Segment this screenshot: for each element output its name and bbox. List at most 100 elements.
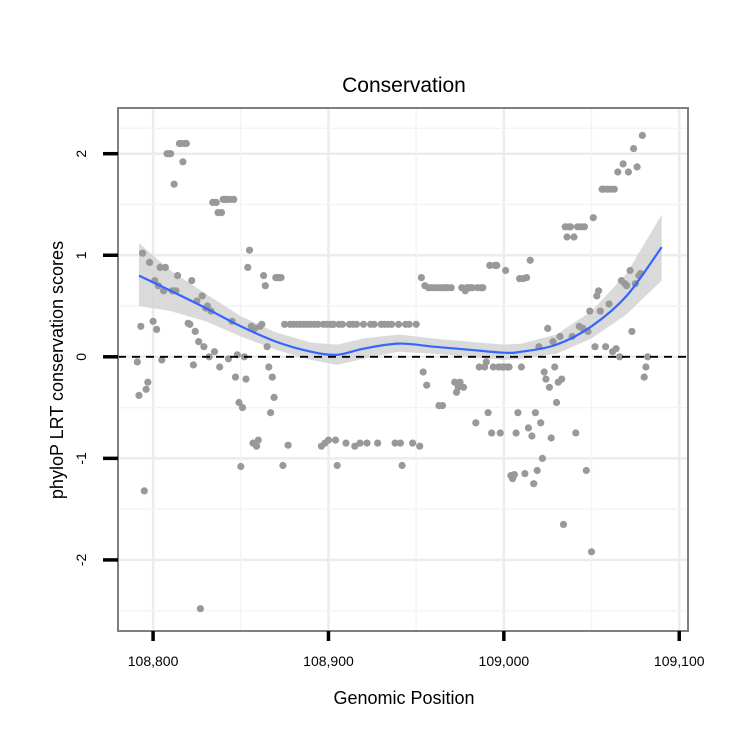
data-point bbox=[198, 292, 206, 300]
data-point bbox=[363, 439, 371, 447]
data-point bbox=[210, 348, 219, 356]
data-point bbox=[447, 284, 455, 292]
y-axis: -2 -1 0 1 2 bbox=[73, 150, 118, 566]
data-point bbox=[245, 246, 254, 254]
data-point bbox=[533, 466, 541, 475]
x-axis: 108,800 108,900 109,000 109,100 bbox=[128, 631, 705, 669]
data-point bbox=[253, 442, 261, 450]
data-point bbox=[356, 439, 364, 447]
data-point bbox=[359, 320, 368, 328]
data-point bbox=[482, 358, 490, 366]
data-point bbox=[260, 272, 268, 280]
data-point bbox=[547, 434, 555, 442]
data-point bbox=[531, 409, 540, 417]
data-point bbox=[261, 282, 269, 290]
data-point bbox=[475, 363, 483, 371]
data-point bbox=[489, 363, 497, 371]
data-point bbox=[174, 272, 182, 280]
data-point bbox=[614, 168, 622, 176]
data-point bbox=[156, 263, 164, 271]
data-point bbox=[596, 307, 604, 315]
data-point bbox=[179, 158, 187, 166]
y-tick-label: -1 bbox=[73, 452, 89, 465]
data-point bbox=[267, 409, 275, 417]
data-point bbox=[388, 320, 396, 328]
data-point bbox=[423, 381, 431, 389]
data-point bbox=[523, 274, 531, 282]
data-point bbox=[623, 282, 631, 290]
data-point bbox=[456, 378, 464, 386]
grid bbox=[118, 108, 688, 631]
confidence-band-layer bbox=[139, 214, 662, 365]
data-point bbox=[551, 363, 559, 371]
data-point bbox=[496, 429, 504, 437]
x-tick-label: 108,900 bbox=[303, 653, 354, 669]
data-point bbox=[238, 404, 247, 412]
data-point bbox=[544, 324, 552, 332]
data-point bbox=[398, 461, 406, 470]
y-tick-label: -2 bbox=[73, 553, 89, 566]
data-point bbox=[242, 375, 250, 383]
data-point bbox=[582, 466, 590, 475]
data-point bbox=[395, 320, 403, 328]
data-point bbox=[277, 274, 285, 282]
data-point bbox=[538, 454, 547, 462]
data-point bbox=[142, 385, 150, 393]
data-point bbox=[167, 150, 175, 158]
y-tick-label: 1 bbox=[73, 251, 89, 259]
data-point bbox=[191, 327, 199, 335]
data-point bbox=[370, 320, 378, 328]
data-point bbox=[139, 249, 147, 257]
data-point bbox=[137, 322, 145, 330]
data-point bbox=[591, 343, 599, 351]
data-point bbox=[484, 409, 492, 417]
data-point bbox=[265, 363, 273, 371]
data-point bbox=[419, 368, 427, 376]
data-point bbox=[451, 378, 459, 386]
data-point bbox=[352, 320, 361, 328]
data-point bbox=[549, 338, 557, 346]
data-point bbox=[235, 398, 243, 407]
data-point bbox=[628, 327, 636, 335]
data-point bbox=[330, 320, 338, 328]
data-point bbox=[409, 439, 417, 447]
data-point bbox=[140, 487, 148, 495]
data-point bbox=[342, 439, 350, 447]
data-point bbox=[530, 480, 538, 488]
data-point bbox=[624, 168, 633, 176]
data-point bbox=[158, 356, 166, 364]
data-point bbox=[493, 261, 501, 269]
data-point bbox=[488, 429, 496, 437]
data-point bbox=[570, 233, 578, 241]
data-point bbox=[558, 375, 566, 383]
data-point bbox=[642, 363, 650, 371]
data-point bbox=[284, 441, 292, 449]
data-point bbox=[605, 300, 613, 308]
data-point bbox=[510, 471, 518, 479]
data-point bbox=[545, 383, 554, 391]
data-point bbox=[626, 266, 634, 275]
data-point bbox=[587, 548, 596, 556]
data-point bbox=[196, 605, 204, 613]
data-point bbox=[572, 429, 580, 437]
data-point bbox=[217, 209, 226, 217]
x-tick-label: 109,000 bbox=[479, 653, 530, 669]
data-point bbox=[486, 261, 494, 269]
data-point bbox=[338, 320, 347, 328]
data-point bbox=[254, 436, 262, 444]
data-point bbox=[537, 419, 545, 427]
data-point bbox=[616, 353, 624, 361]
data-point bbox=[263, 343, 271, 351]
data-point bbox=[586, 307, 594, 315]
data-point bbox=[216, 363, 224, 371]
chart-title: Conservation bbox=[342, 74, 466, 97]
data-point bbox=[602, 343, 610, 351]
data-point bbox=[633, 163, 641, 171]
smooth-line-layer bbox=[138, 246, 663, 357]
y-tick-label: 2 bbox=[73, 150, 89, 158]
x-tick-label: 109,100 bbox=[654, 653, 705, 669]
data-point bbox=[472, 419, 480, 427]
data-point bbox=[505, 363, 513, 371]
data-point bbox=[412, 320, 420, 328]
